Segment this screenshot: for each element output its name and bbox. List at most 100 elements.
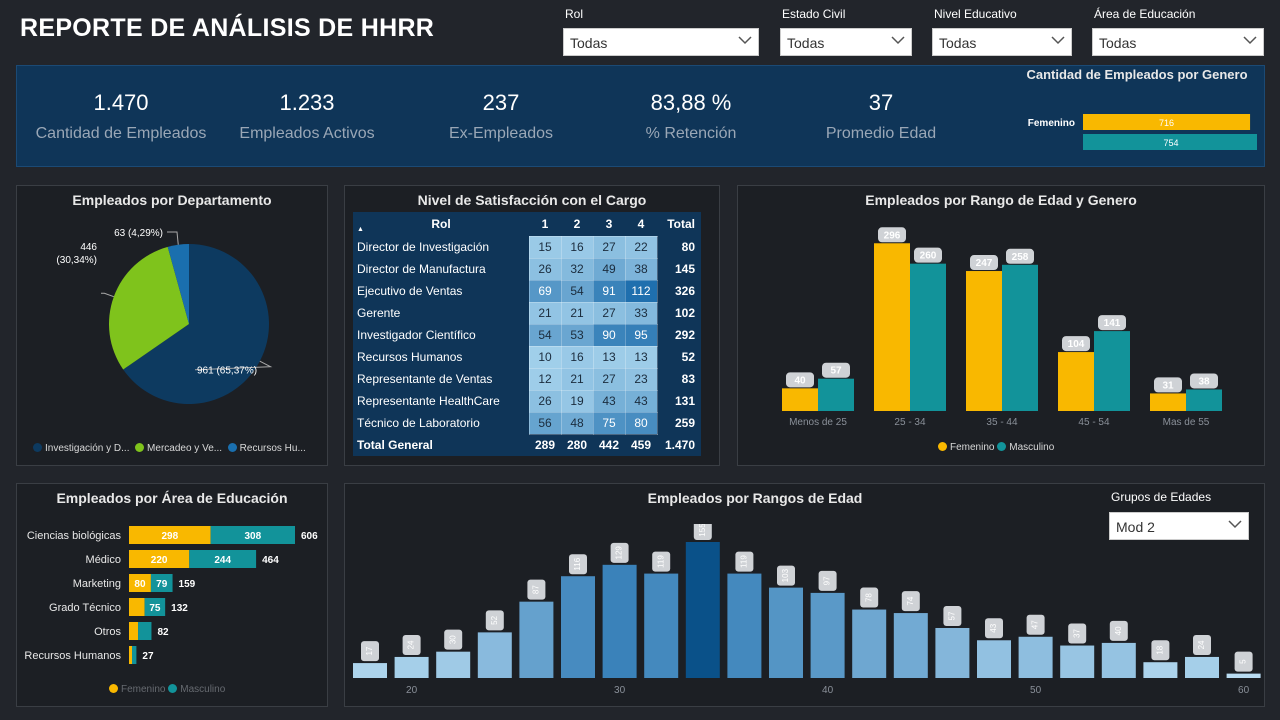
- age-range-bar[interactable]: [477, 632, 512, 678]
- age-range-bar[interactable]: [977, 640, 1011, 678]
- label-bubble: [569, 554, 587, 575]
- sort-ascending-icon[interactable]: ▲: [357, 226, 364, 233]
- education-legend: Femenino Masculino: [109, 684, 225, 695]
- age-range-bar[interactable]: [852, 609, 887, 678]
- matrix-column-header[interactable]: 1: [541, 216, 549, 231]
- legend-item-dept-3[interactable]: Recursos Hu...: [227, 443, 306, 454]
- filter-dropdown[interactable]: Todas: [780, 28, 912, 56]
- education-bar-segment[interactable]: [129, 598, 145, 616]
- matrix-cell: 54: [560, 279, 594, 303]
- label-bubble: [786, 372, 814, 388]
- age-gender-bar[interactable]: [910, 263, 946, 411]
- age-range-bar[interactable]: [353, 663, 387, 678]
- age-range-bar[interactable]: [644, 573, 679, 678]
- age-gender-bar[interactable]: [1058, 352, 1094, 411]
- label-bubble: [1062, 336, 1090, 352]
- matrix-cell: 95: [624, 323, 658, 347]
- age-range-bar[interactable]: [727, 573, 762, 678]
- matrix-cell: 16: [560, 235, 594, 259]
- age-range-data-label: 119: [740, 555, 749, 568]
- matrix-column-header[interactable]: 2: [573, 216, 581, 231]
- filter-label: Rol: [565, 7, 584, 21]
- filter-dropdown[interactable]: Todas: [932, 28, 1072, 56]
- education-bar-segment[interactable]: [132, 646, 137, 664]
- legend-item-dept-2[interactable]: Mercadeo y Ve...: [135, 443, 222, 454]
- education-bar-segment[interactable]: [144, 598, 166, 616]
- matrix-cell: 26: [528, 257, 562, 281]
- age-range-bar[interactable]: [1185, 656, 1219, 678]
- age-range-bar[interactable]: [769, 587, 803, 678]
- age-gender-bar[interactable]: [1002, 264, 1038, 411]
- satisfaction-matrix: Rol 1 2 3 4 Total Director de Investigación 15 1…: [353, 212, 701, 456]
- label-bubble: [1006, 248, 1034, 264]
- matrix-column-header[interactable]: Rol: [431, 217, 451, 231]
- age-range-bar[interactable]: [1060, 645, 1095, 678]
- pie-slice[interactable]: [123, 244, 269, 404]
- age-range-bar[interactable]: [1226, 673, 1261, 678]
- matrix-row-label: Investigador Científico: [353, 324, 529, 346]
- age-range-bar[interactable]: [685, 542, 720, 678]
- age-range-bar[interactable]: [1018, 636, 1053, 678]
- matrix-row-label: Director de Investigación: [353, 236, 529, 258]
- matrix-cell: 21: [528, 301, 562, 325]
- education-bar-segment[interactable]: [129, 646, 133, 664]
- age-gender-data-label: 57: [830, 366, 842, 377]
- label-bubble: [1154, 377, 1182, 393]
- matrix-column-header[interactable]: Total: [667, 217, 695, 231]
- gender-chart-title: Cantidad de Empleados por Genero: [1026, 67, 1248, 82]
- age-gender-bar[interactable]: [874, 243, 910, 411]
- education-bar-segment[interactable]: [129, 574, 151, 592]
- age-range-bar[interactable]: [602, 564, 637, 678]
- age-gender-bar[interactable]: [966, 271, 1002, 411]
- pie-slice[interactable]: [167, 244, 189, 324]
- education-segment-label: 80: [134, 579, 146, 590]
- age-range-bar[interactable]: [1101, 642, 1136, 678]
- matrix-cell: 16: [560, 345, 594, 369]
- filter-dropdown[interactable]: Todas: [1092, 28, 1264, 56]
- education-bar-segment[interactable]: [189, 550, 257, 568]
- education-bar-segment[interactable]: [210, 526, 295, 544]
- matrix-column-header[interactable]: 4: [637, 216, 645, 231]
- age-gender-bar[interactable]: [1186, 389, 1222, 411]
- education-bar-segment[interactable]: [150, 574, 173, 592]
- age-range-tick-label: 50: [1030, 685, 1042, 696]
- age-gender-bar[interactable]: [1150, 393, 1186, 411]
- age-range-bar[interactable]: [436, 651, 471, 678]
- education-bar-segment[interactable]: [129, 622, 139, 640]
- matrix-cell: 23: [624, 367, 658, 391]
- age-range-bar[interactable]: [1143, 662, 1178, 678]
- legend-dot-icon: [938, 442, 947, 451]
- kpi-label: Promedio Edad: [825, 125, 937, 142]
- age-range-data-label: 43: [989, 623, 998, 632]
- legend-item-dept-1[interactable]: Investigación y D...: [33, 443, 129, 454]
- page-title: REPORTE DE ANÁLISIS DE HHRR: [20, 14, 435, 42]
- age-range-bar[interactable]: [893, 613, 928, 678]
- filter-dropdown[interactable]: Todas: [563, 28, 759, 56]
- label-bubble: [1098, 315, 1126, 331]
- label-bubble: [735, 551, 754, 572]
- age-range-bar[interactable]: [394, 656, 429, 678]
- age-gender-data-label: 260: [920, 251, 937, 262]
- education-bar-segment[interactable]: [129, 526, 211, 544]
- education-bar-segment[interactable]: [138, 622, 152, 640]
- age-range-data-label: 119: [656, 555, 665, 568]
- label-bubble: [444, 629, 463, 650]
- age-gender-tick-label: Mas de 55: [1163, 417, 1210, 428]
- matrix-row-label: Recursos Humanos: [353, 346, 529, 368]
- education-segment-label: 298: [161, 531, 178, 542]
- matrix-column-header[interactable]: 3: [605, 216, 613, 231]
- department-title: Empleados por Departamento: [72, 192, 272, 208]
- age-range-bar[interactable]: [810, 592, 845, 678]
- age-gender-bar[interactable]: [782, 388, 818, 411]
- age-gender-bar[interactable]: [1094, 331, 1130, 411]
- age-range-bar[interactable]: [935, 627, 970, 678]
- age-range-bar[interactable]: [519, 601, 554, 678]
- age-range-bar[interactable]: [561, 576, 595, 678]
- age-group-dropdown[interactable]: Mod 2: [1109, 512, 1249, 540]
- education-bar-segment[interactable]: [129, 550, 190, 568]
- age-gender-bar[interactable]: [818, 378, 854, 411]
- matrix-row-total: 131: [657, 390, 701, 412]
- leader-line: [167, 231, 179, 245]
- pie-slice[interactable]: [109, 246, 189, 370]
- matrix-cell: 43: [624, 389, 658, 413]
